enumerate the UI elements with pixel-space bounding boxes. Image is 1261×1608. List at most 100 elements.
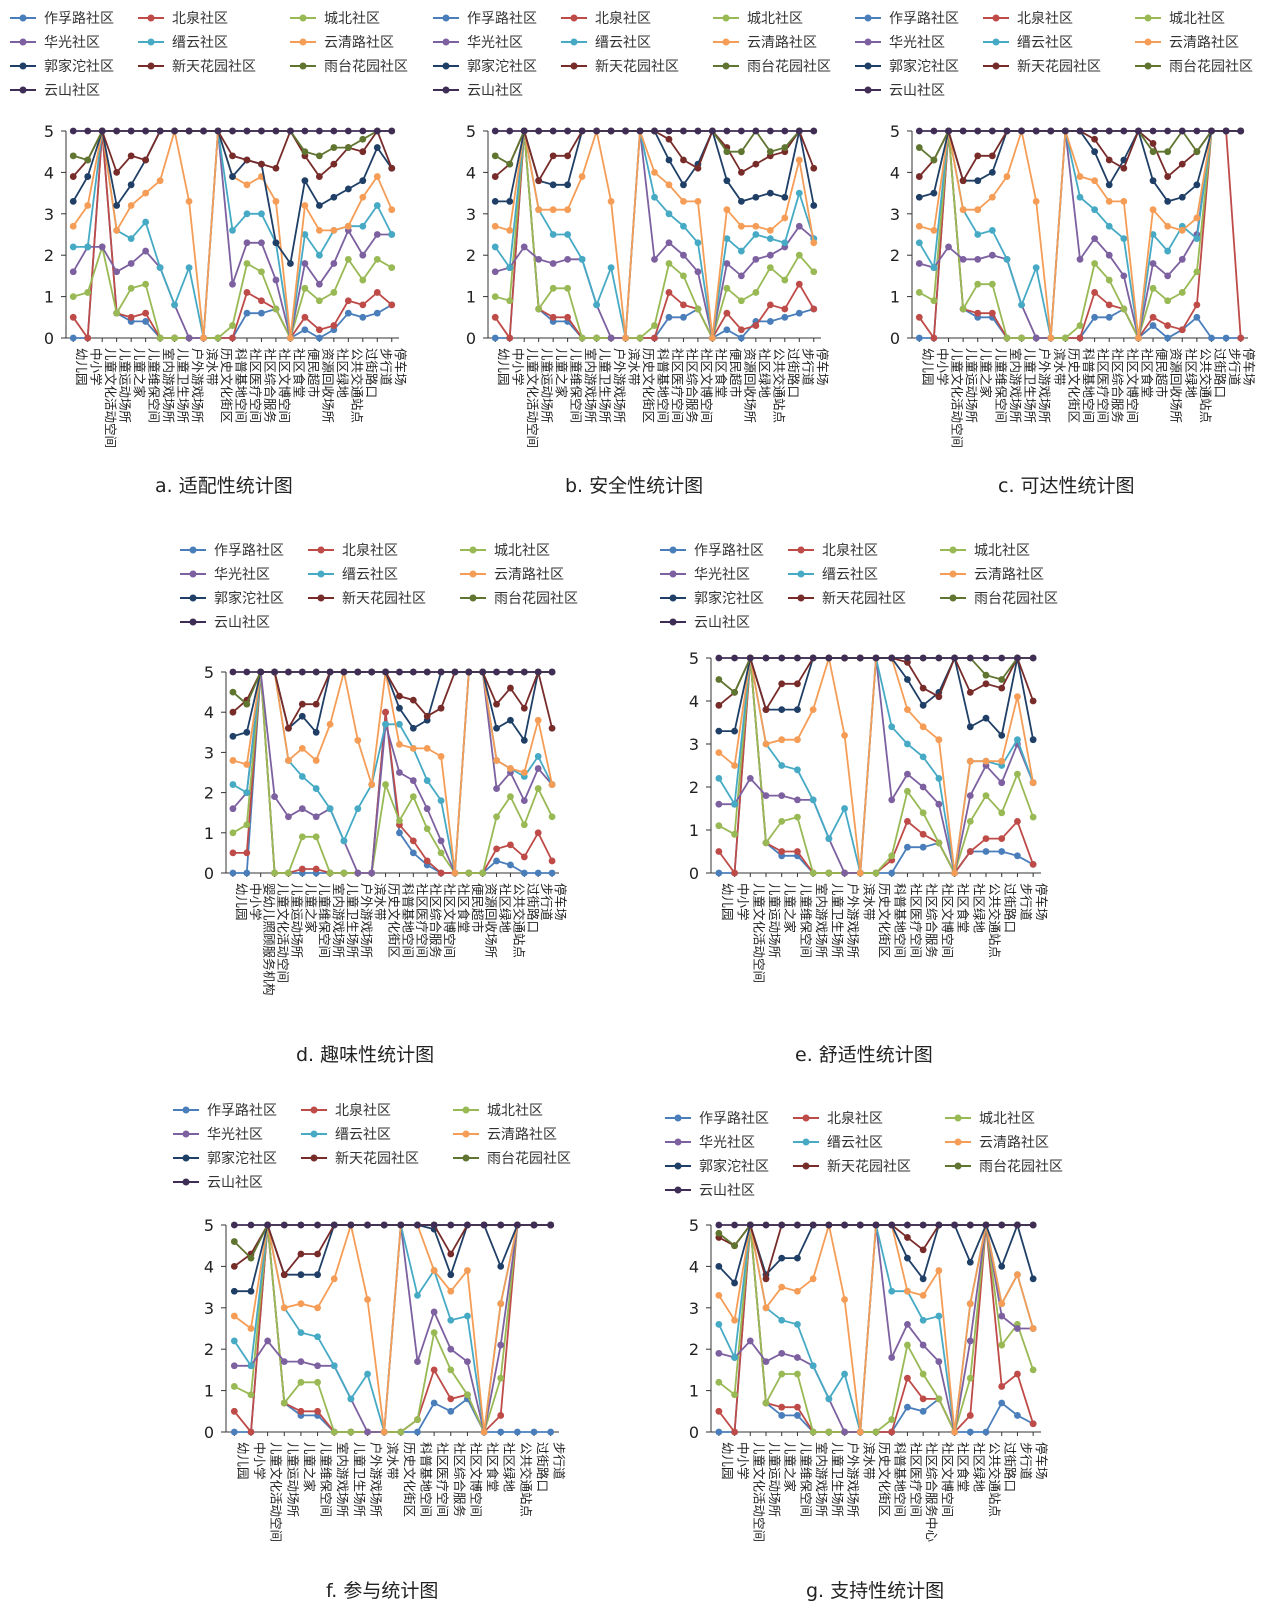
x-tick-label: 步行道 [552,1442,567,1480]
data-point [431,1267,438,1274]
legend-marker [470,595,477,602]
data-point [535,870,542,877]
data-point [229,227,236,234]
y-tick-label: 5 [466,122,476,141]
data-point [983,1222,990,1229]
data-point [920,1342,927,1349]
data-point [549,669,556,676]
data-point [298,1379,305,1386]
data-point [507,717,514,724]
data-point [410,777,417,784]
data-point [945,244,952,251]
data-point [974,281,981,288]
data-point [1106,157,1113,164]
data-point [920,844,927,851]
data-point [920,1275,927,1282]
legend-label: 郭家沱社区 [44,58,114,75]
data-point [549,813,556,820]
data-point [763,655,770,662]
data-point [1030,698,1037,705]
data-point [113,310,120,317]
data-point [810,797,817,804]
x-tick-label: 儿童维保空间 [569,348,584,423]
data-point [327,669,334,676]
data-point [230,757,237,764]
data-point [767,190,774,197]
data-point [781,144,788,151]
legend-label: 云清路社区 [494,567,564,583]
data-point [916,194,923,201]
data-point [767,128,774,135]
data-point [113,227,120,234]
data-point [347,1429,354,1436]
data-point [345,144,352,151]
data-point [974,231,981,238]
legend-label: 雨台花园社区 [1169,59,1253,75]
y-tick-label: 1 [890,288,900,307]
data-point [920,702,927,709]
x-tick-label: 户外游戏场所 [846,1442,861,1517]
data-point [794,848,801,855]
data-point [989,252,996,259]
x-tick-label: 室内游戏场所 [1008,348,1023,423]
data-point [281,1304,288,1311]
data-point [84,173,91,180]
data-point [998,1383,1005,1390]
legend: 作孚路社区 北泉社区 城北社区华光社区 缙云社区 云清路社区郭家沱社区 新天花园社区 雨台花… [180,542,578,631]
data-point [506,198,513,205]
data-point [142,128,149,135]
y-tick-label: 2 [204,1340,214,1359]
y-tick-label: 0 [44,329,54,348]
data-point [381,1429,388,1436]
x-tick-label: 历史文化街区 [387,883,402,958]
data-point [330,128,337,135]
data-point [796,310,803,317]
data-point [778,1255,785,1262]
y-tick-label: 2 [689,778,699,797]
legend-label: 缙云社区 [827,1135,883,1151]
data-point [1033,128,1040,135]
data-point [507,669,514,676]
data-point [825,835,832,842]
data-point [70,244,77,251]
data-point [920,1317,927,1324]
data-point [731,762,738,769]
data-point [767,264,774,271]
data-point [438,669,445,676]
x-tick-label: 儿童卫生场所 [598,348,613,423]
data-point [301,177,308,184]
x-tick-label: 室内游戏场所 [161,348,176,423]
data-point [431,1309,438,1316]
data-point [354,870,361,877]
data-point [330,289,337,296]
data-point [767,235,774,242]
data-point [998,685,1005,692]
x-tick-label: 户外游戏场所 [846,883,861,958]
data-point [550,206,557,213]
x-tick-label: 户外游戏场所 [190,348,205,423]
data-point [171,301,178,308]
data-point [424,745,431,752]
data-point [1014,736,1021,743]
x-tick-label: 儿童之家 [303,883,318,934]
x-tick-label: 户外游戏场所 [359,883,374,958]
data-point [506,264,513,271]
data-point [506,161,513,168]
legend-marker [148,15,155,22]
data-point [1030,1325,1037,1332]
data-point [960,177,967,184]
data-point [1004,335,1011,342]
data-point [285,757,292,764]
data-point [464,1313,471,1320]
data-point [888,1416,895,1423]
data-point [493,813,500,820]
data-point [916,144,923,151]
data-point [186,335,193,342]
legend-label: 雨台花园社区 [747,59,831,75]
data-point [157,177,164,184]
data-point [521,244,528,251]
data-point [1150,206,1157,213]
data-point [248,1429,255,1436]
series-新天花园社区 [70,128,395,180]
data-point [1106,314,1113,321]
